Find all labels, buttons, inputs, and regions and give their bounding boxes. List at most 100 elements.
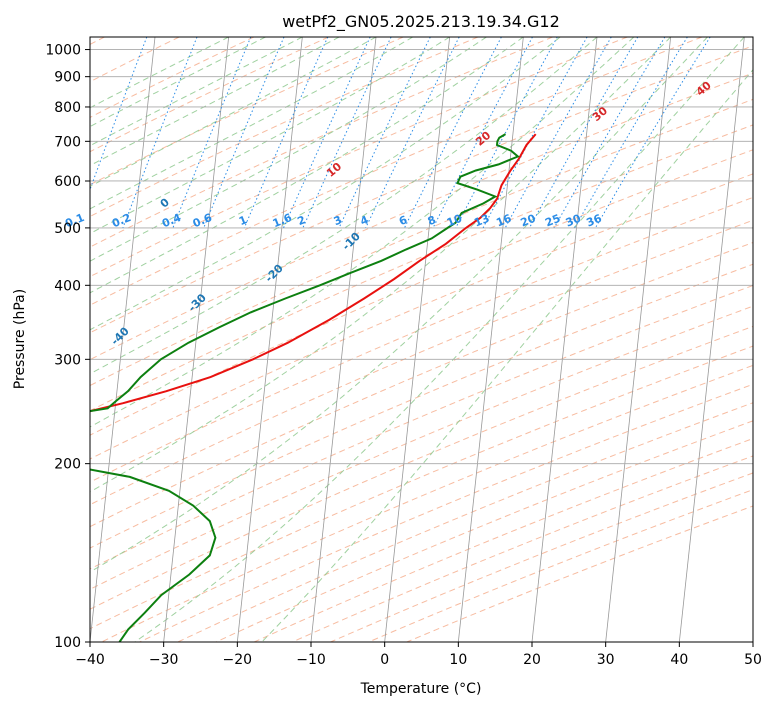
moist-adiabat [90,37,414,210]
mixing-ratio-line [455,37,558,229]
mixing-ratio-line [528,37,639,229]
dry-adiabat [90,37,329,153]
chart-title: wetPf2_GN05.2025.213.19.34.G12 [282,12,560,32]
dry-adiabat [177,402,753,642]
x-tick-label: −20 [223,652,253,668]
y-tick-label: 500 [54,221,81,237]
moist-adiabat [90,37,340,167]
plot-frame [89,36,754,643]
mixing-ratio-line [302,37,392,229]
moist-adiabat [90,37,377,187]
moist-adiabat [90,37,598,375]
line-labels: 0.1 0.2 0.4 0.6 1 1.6 2 3 4 6 8 10 13 16 20 25 30 36-40-3… [63,79,714,348]
mixing-ratio-line [482,37,588,229]
isotherm [236,37,303,642]
dry-adiabat [253,438,753,642]
grid-layer [0,37,753,642]
x-tick-label: −40 [75,652,105,668]
dry-adiabat [292,455,753,642]
dry-adiabat [90,241,753,528]
isotherm [605,37,672,642]
dry-adiabat [90,37,703,306]
mixing-ratio-line [90,37,148,191]
x-tick-label: 20 [523,652,541,668]
isotherm-label: -40 [108,324,131,347]
dry-adiabat [90,263,753,549]
mixing-ratio-line [574,37,688,229]
dry-adiabat [90,98,753,387]
moist-adiabat [90,37,303,147]
x-tick-label: 50 [744,652,762,668]
x-tick-label: −30 [149,652,179,668]
moist-adiabat [90,37,672,493]
dry-adiabat [90,124,753,412]
mixing-ratio-line [504,37,612,229]
mixing-ratio-label: 20 [519,212,538,230]
axes: −40 −30 −20 −10 0 10 20 30 40 50 1000 900 800 700 600 5… [45,43,762,668]
dry-adiabat [90,72,753,361]
moist-adiabat [90,37,229,109]
isotherm-label: -30 [186,291,209,314]
moist-adiabat [90,37,635,428]
mixing-ratio-line [338,37,431,229]
isotherm [752,638,753,642]
moist-adiabat-label: 10 [324,160,344,180]
mixing-ratio-label: 6 [397,213,409,228]
dry-adiabat [90,37,553,248]
moist-adiabat-label: 40 [694,79,714,99]
y-tick-label: 200 [54,457,81,473]
dry-adiabat [90,219,753,506]
mixing-ratio-label: 0.6 [191,211,214,230]
mixing-ratio-label: 1 [237,213,249,228]
y-tick-label: 900 [54,70,81,86]
mixing-ratio-line [432,37,533,229]
moist-adiabat [90,37,524,294]
moist-adiabat [90,37,266,128]
mixing-ratio-line [243,37,329,229]
mixing-ratio-label: 36 [585,212,604,230]
x-tick-label: 10 [449,652,467,668]
profile-line [90,133,520,642]
x-tick-label: 40 [670,652,688,668]
dry-adiabat [90,325,753,610]
mixing-ratio-label: 25 [543,212,562,230]
mixing-ratio-line [203,37,285,229]
mixing-ratio-label: 8 [426,213,438,228]
x-tick-label: 0 [380,652,389,668]
y-tick-label: 1000 [45,43,81,59]
dry-adiabat [90,37,628,278]
dry-adiabat [90,305,753,590]
x-axis-label: Temperature (°C) [360,681,482,697]
dry-adiabat [406,505,753,642]
isotherm [531,37,598,642]
x-tick-label: 30 [597,652,615,668]
isotherm [384,37,451,642]
y-tick-label: 100 [54,635,81,651]
isotherm [0,37,8,642]
isotherm [90,37,156,642]
mixing-ratio-line [283,37,371,229]
dry-adiabat [368,489,753,642]
dry-adiabat [139,383,753,642]
mixing-ratio-line [594,37,711,229]
mixing-ratio-label: 16 [494,212,513,230]
isotherm [678,37,745,642]
mixing-ratio-label: 1.6 [271,211,294,230]
mixing-ratio-label: 30 [564,212,583,230]
moist-adiabat [261,69,753,642]
dry-adiabat [90,149,753,436]
isotherm [457,37,524,642]
y-tick-label: 400 [54,278,81,294]
mixing-ratio-line [365,37,460,229]
dry-adiabat [90,345,753,630]
y-tick-label: 700 [54,134,81,150]
profile-line [90,133,537,413]
moist-adiabat [90,37,708,573]
y-tick-label: 600 [54,174,81,190]
y-tick-label: 800 [54,100,81,116]
y-tick-label: 300 [54,352,81,368]
x-tick-label: −10 [296,652,326,668]
dry-adiabat [90,196,753,483]
mixing-ratio-label: 2 [296,213,308,228]
